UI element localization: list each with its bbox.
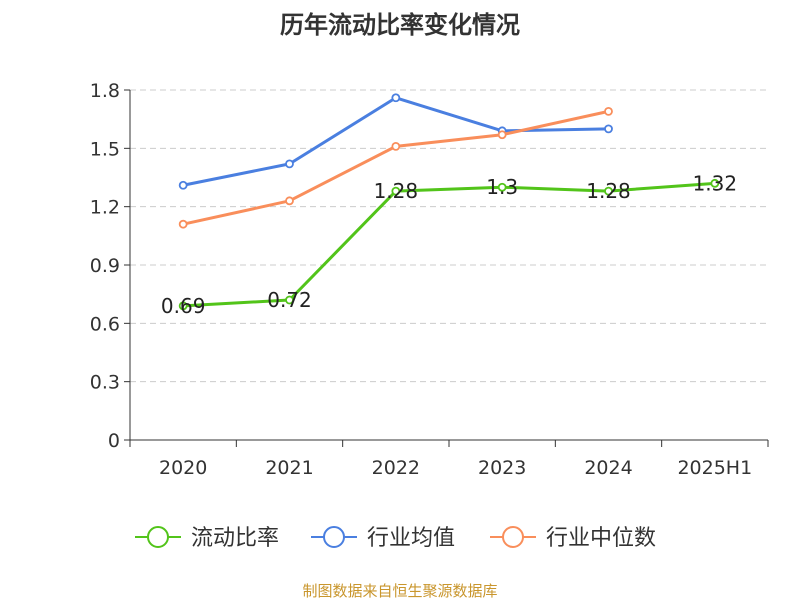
- x-tick-label: 2024: [584, 457, 632, 479]
- legend-circle-icon: [147, 526, 169, 548]
- data-label: 0.69: [161, 294, 206, 318]
- data-label: 1.3: [486, 175, 518, 199]
- y-tick-label: 0.9: [90, 255, 120, 277]
- y-tick-label: 0.6: [90, 313, 120, 335]
- y-tick-label: 1.5: [90, 138, 120, 160]
- data-point: [285, 196, 294, 206]
- data-point: [178, 301, 188, 311]
- chart-title: 历年流动比率变化情况: [280, 11, 520, 39]
- data-point: [391, 93, 401, 103]
- x-tick-label: 2023: [478, 457, 526, 479]
- legend-item-1[interactable]: 行业均值: [311, 526, 455, 551]
- data-label: 1.28: [586, 179, 631, 203]
- data-label: 1.28: [374, 179, 419, 203]
- x-tick-label: 2020: [159, 457, 207, 479]
- y-tick-label: 1.2: [90, 197, 120, 219]
- legend-circle-icon: [502, 526, 524, 548]
- legend-label: 流动比率: [191, 526, 279, 551]
- data-point: [285, 295, 294, 305]
- legend-label: 行业中位数: [546, 526, 656, 551]
- data-point: [391, 186, 401, 196]
- axes: 0 0.3 0.6 0.9 1.2 1.5 1.8 2020 2021 2022 2023 2024 2…: [90, 80, 769, 479]
- y-tick-label: 0: [108, 430, 120, 452]
- x-tick-label: 2022: [372, 457, 420, 479]
- series-line-2: [182, 109, 609, 226]
- data-point: [604, 106, 613, 116]
- x-tick-label: 2021: [265, 457, 313, 479]
- grid-lines: [130, 89, 768, 383]
- source-note: 制图数据来自恒生聚源数据库: [302, 582, 497, 600]
- legend-item-2[interactable]: 行业中位数: [490, 526, 656, 551]
- data-label: 0.72: [267, 288, 312, 312]
- y-tick-label: 0.3: [90, 372, 120, 394]
- legend-circle-icon: [323, 526, 345, 548]
- data-point: [710, 178, 720, 188]
- data-point: [391, 141, 401, 151]
- series-layer: 0.69 0.72 1.28 1.3 1.28 1.32: [161, 93, 738, 318]
- data-point: [604, 186, 613, 196]
- data-point: [178, 180, 188, 190]
- data-point: [178, 219, 188, 229]
- x-tick-label: 2025H1: [677, 457, 752, 479]
- data-point: [497, 182, 507, 192]
- data-point: [604, 124, 613, 134]
- series-line-1: [182, 96, 609, 187]
- legend[interactable]: 流动比率 行业均值 行业中位数: [135, 526, 656, 551]
- data-point: [497, 130, 507, 140]
- data-label: 1.32: [693, 171, 738, 195]
- data-point: [285, 159, 294, 169]
- legend-item-0[interactable]: 流动比率: [135, 526, 279, 551]
- series-line-0: [183, 181, 715, 308]
- y-tick-label: 1.8: [90, 80, 120, 102]
- legend-label: 行业均值: [367, 526, 455, 551]
